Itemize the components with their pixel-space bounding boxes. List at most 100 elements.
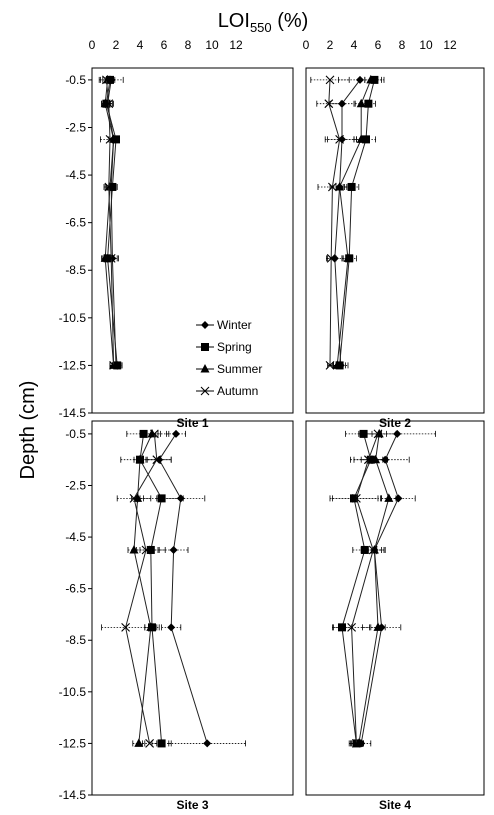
x-marker-stroke [326, 253, 336, 263]
data-point [109, 361, 118, 370]
x-marker-stroke [347, 622, 356, 632]
x-marker-stroke [102, 75, 111, 85]
data-point [364, 99, 373, 108]
panel-site-4: Site 4 [305, 420, 485, 812]
series-winter [146, 429, 247, 748]
x-marker-stroke [121, 622, 130, 632]
x-tick-label: 2 [113, 38, 120, 52]
data-point [356, 134, 366, 143]
data-point [338, 99, 346, 108]
data-point [169, 545, 178, 554]
x-marker-stroke [105, 134, 115, 144]
data-point [324, 99, 334, 109]
y-tick-label: -0.5 [65, 73, 86, 87]
series-spring [329, 429, 389, 748]
x-marker-stroke [152, 455, 162, 465]
x-tick-label: 8 [399, 38, 406, 52]
data-point [352, 493, 361, 503]
data-point [203, 739, 212, 748]
y-tick-label: -4.5 [65, 168, 86, 182]
series-line [334, 79, 361, 366]
data-point [146, 622, 156, 631]
x-axis-title: LOI550 (%) [218, 10, 309, 35]
data-point [121, 622, 130, 632]
y-tick-label: -14.5 [59, 406, 87, 420]
data-point [352, 739, 361, 748]
legend-item-winter: Winter [196, 318, 252, 332]
data-point [326, 253, 336, 263]
series-summer [332, 74, 378, 369]
series-summer [127, 428, 159, 747]
panel-site-1: -0.5 -2.5 -4.5 -6.5 -8.5 -10.5 -12.5 -14.5 Site … [59, 67, 294, 430]
x-marker-stroke [328, 182, 337, 192]
series-line [139, 433, 163, 744]
site-label: Site 1 [176, 416, 208, 430]
data-point [102, 75, 111, 85]
y-axis-title: Depth (cm) [17, 381, 39, 480]
panel-frame [91, 67, 294, 414]
y-tick-label: -8.5 [65, 263, 86, 277]
x-marker-stroke [129, 493, 139, 503]
data-point [104, 182, 114, 192]
x-marker-stroke [373, 429, 383, 439]
data-point [328, 182, 337, 192]
data-point [373, 429, 383, 439]
x-marker-stroke [109, 361, 118, 370]
panel-site-2: Site 2 [305, 67, 485, 430]
data-point [134, 738, 144, 747]
legend: Winter Spring Summer Autumn [196, 318, 262, 398]
x-tick-label: 6 [375, 38, 382, 52]
data-point [157, 739, 166, 748]
panels-group: 0 2 4 6 8 10 12 0 2 4 6 8 10 12 -0.5 -2.5 -4.5 -6.5 -8.5 -1… [59, 38, 485, 812]
series-line [105, 79, 115, 366]
data-point [150, 429, 159, 439]
series-line [158, 433, 208, 744]
legend-marker [201, 343, 209, 351]
x-marker-stroke [325, 75, 335, 85]
x-marker-stroke [352, 493, 361, 503]
site-label: Site 2 [379, 416, 411, 430]
y-tick-label: -10.5 [59, 685, 87, 699]
series-line [328, 79, 341, 366]
x-marker-stroke [324, 99, 334, 109]
series-autumn [100, 75, 120, 370]
data-point [325, 361, 335, 370]
data-point [371, 454, 381, 464]
data-point [338, 135, 346, 144]
legend-item-autumn: Autumn [196, 384, 258, 398]
data-point [172, 429, 180, 438]
data-point [373, 622, 383, 631]
data-point [364, 455, 373, 465]
y-tick-label: -4.5 [65, 530, 86, 544]
y-tick-label: -6.5 [65, 582, 86, 596]
y-tick-label: -10.5 [59, 311, 87, 325]
x-tick-label: 12 [443, 38, 457, 52]
x-tick-label: 4 [351, 38, 358, 52]
series-line [360, 433, 399, 744]
data-point [157, 494, 166, 503]
x-tick-label: 0 [89, 38, 96, 52]
x-marker-stroke [352, 739, 361, 748]
legend-label: Summer [217, 362, 262, 376]
panel-frame [305, 67, 485, 414]
y-tick-label: -6.5 [65, 216, 86, 230]
data-point [129, 493, 139, 503]
y-tick-label: -2.5 [65, 120, 86, 134]
data-point [176, 494, 185, 503]
x-tick-label: 6 [161, 38, 168, 52]
data-point [393, 429, 402, 438]
data-point [366, 455, 375, 464]
site-label: Site 3 [176, 798, 208, 812]
x-marker-stroke [368, 545, 378, 555]
x-marker-stroke [200, 386, 210, 396]
data-point [325, 75, 335, 85]
series-line [339, 79, 375, 366]
legend-item-summer: Summer [196, 362, 262, 376]
x-marker-stroke [325, 361, 335, 370]
data-point [152, 455, 162, 465]
data-point [354, 738, 364, 747]
data-point [330, 254, 339, 263]
data-point [335, 181, 345, 191]
x-tick-label: 2 [327, 38, 334, 52]
